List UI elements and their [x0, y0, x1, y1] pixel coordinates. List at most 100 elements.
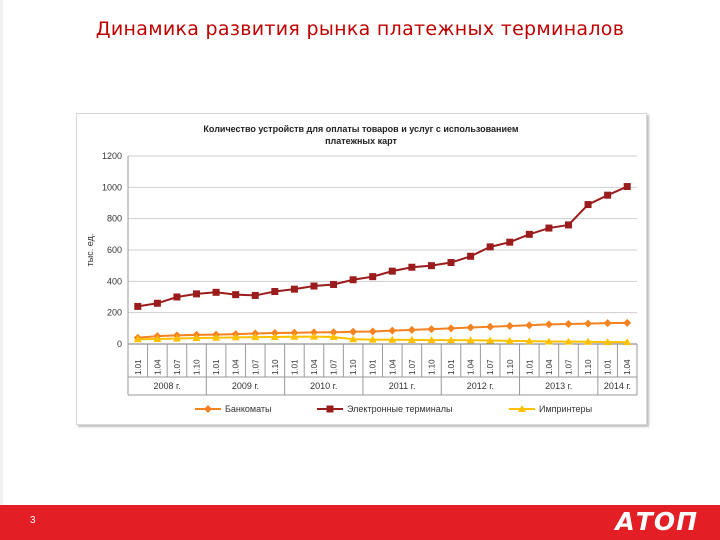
- data-point: [564, 221, 572, 229]
- data-point: [427, 262, 435, 270]
- data-point: [368, 327, 377, 336]
- x-tick-label: 1.07: [408, 359, 417, 375]
- data-point: [204, 405, 212, 413]
- data-point: [467, 252, 475, 260]
- data-point: [427, 325, 436, 334]
- data-point: [251, 333, 260, 341]
- data-point: [368, 335, 377, 343]
- y-tick-label: 600: [107, 245, 122, 255]
- x-tick-label: 1.04: [467, 359, 476, 375]
- series-imprinters: [133, 332, 632, 346]
- data-point: [407, 325, 416, 334]
- data-point: [466, 323, 475, 332]
- chart-title-line-1: Количество устройств для оплаты товаров …: [203, 124, 518, 134]
- data-point: [545, 224, 553, 232]
- data-point: [584, 337, 593, 345]
- chart-title-line-2: платежных карт: [325, 136, 397, 146]
- x-tick-label: 1.04: [310, 359, 319, 375]
- data-point: [134, 302, 142, 310]
- chart-frame: Количество устройств для оплаты товаров …: [76, 113, 647, 425]
- x-tick-label: 1.10: [349, 359, 358, 375]
- data-point: [564, 319, 573, 328]
- x-tick-label: 1.10: [271, 359, 280, 375]
- data-point: [623, 338, 632, 346]
- x-tick-label: 1.07: [486, 359, 495, 375]
- data-point: [270, 332, 279, 340]
- y-tick-label: 200: [107, 308, 122, 318]
- data-point: [603, 338, 612, 346]
- data-point: [329, 332, 338, 340]
- data-point: [388, 267, 396, 275]
- data-point: [525, 230, 533, 238]
- data-point: [525, 337, 534, 345]
- data-point: [466, 336, 475, 344]
- x-tick-label: 1.07: [251, 359, 260, 375]
- y-tick-label: 800: [107, 214, 122, 224]
- data-point: [133, 335, 142, 343]
- data-point: [309, 332, 318, 340]
- x-tick-label: 1.01: [604, 359, 613, 375]
- x-tick-label: 1.01: [525, 359, 534, 375]
- y-tick-label: 1000: [102, 182, 122, 192]
- data-point: [584, 201, 592, 209]
- x-tick-label: 1.10: [427, 359, 436, 375]
- year-group-label: 2011 г.: [389, 381, 416, 391]
- y-tick-label: 0: [117, 339, 122, 349]
- data-point: [388, 326, 397, 335]
- series-terminals: [134, 183, 631, 310]
- slide-title: Динамика развития рынка платежных термин…: [95, 18, 625, 40]
- legend-entry: Банкоматы: [225, 404, 272, 414]
- data-point: [447, 259, 455, 267]
- data-point: [603, 319, 612, 328]
- data-point: [505, 321, 514, 330]
- data-point: [349, 276, 357, 284]
- data-point: [447, 336, 456, 344]
- data-point: [173, 293, 181, 301]
- data-point: [486, 336, 495, 344]
- x-tick-label: 1.04: [388, 359, 397, 375]
- x-tick-label: 1.10: [506, 359, 515, 375]
- data-point: [604, 191, 612, 199]
- data-point: [172, 334, 181, 342]
- data-point: [329, 328, 338, 337]
- data-point: [407, 335, 416, 343]
- data-point: [518, 405, 526, 412]
- data-point: [584, 319, 593, 328]
- data-point: [290, 332, 299, 340]
- footer-bar: 3 АТОП: [0, 505, 720, 540]
- data-point: [544, 337, 553, 345]
- x-tick-label: 1.01: [290, 359, 299, 375]
- x-tick-label: 1.07: [173, 359, 182, 375]
- data-point: [232, 291, 240, 299]
- y-tick-label: 400: [107, 276, 122, 286]
- series-line-terminals: [137, 185, 628, 308]
- x-tick-label: 1.04: [545, 359, 554, 375]
- data-point: [447, 324, 456, 333]
- data-point: [427, 336, 436, 344]
- data-point: [486, 243, 494, 251]
- x-tick-label: 1.07: [564, 359, 573, 375]
- x-tick-label: 1.10: [584, 359, 593, 375]
- data-point: [310, 282, 318, 290]
- data-point: [271, 288, 279, 296]
- data-point: [153, 334, 162, 342]
- x-tick-label: 1.04: [153, 359, 162, 375]
- year-group-label: 2013 г.: [545, 381, 572, 391]
- legend-entry: Импринтеры: [539, 404, 592, 414]
- data-point: [505, 336, 514, 344]
- series-line-imprinters: [137, 335, 628, 344]
- x-tick-label: 1.01: [212, 359, 221, 375]
- year-group-label: 2014 г.: [604, 381, 631, 391]
- data-point: [408, 263, 416, 271]
- data-point: [369, 273, 377, 281]
- data-point: [290, 285, 298, 293]
- data-point: [212, 288, 220, 296]
- data-point: [544, 320, 553, 329]
- data-point: [309, 328, 318, 337]
- data-point: [349, 327, 358, 336]
- data-point: [326, 405, 334, 413]
- x-tick-label: 1.07: [330, 359, 339, 375]
- data-point: [623, 318, 632, 327]
- year-group-label: 2008 г.: [154, 381, 181, 391]
- page-number: 3: [30, 515, 36, 526]
